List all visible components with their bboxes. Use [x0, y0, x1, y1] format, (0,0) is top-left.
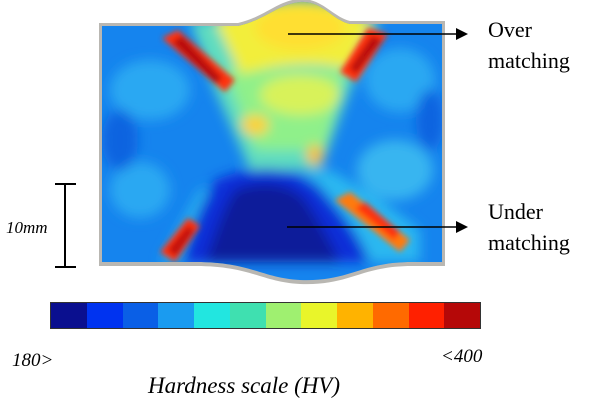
over-label-line1: Over [488, 17, 532, 42]
colorbar-segment [122, 303, 159, 328]
colorbar-segment [51, 303, 87, 328]
colorbar-segment [408, 303, 445, 328]
over-matching-arrow [288, 28, 468, 40]
under-label-line1: Under [488, 199, 543, 224]
under-matching-label: Under matching [488, 196, 570, 258]
colorbar-segment [86, 303, 123, 328]
specimen-cross-section [99, 0, 445, 285]
colorbar-segment [229, 303, 266, 328]
colorbar-title: Hardness scale (HV) [148, 373, 341, 398]
colorbar-segment [301, 303, 337, 328]
over-label-line2: matching [488, 48, 570, 73]
colorbar-segment [158, 303, 194, 328]
colorbar-segment [372, 303, 409, 328]
colorbar-segment [265, 303, 302, 328]
colorbar-segment [194, 303, 230, 328]
colorbar-segment [444, 303, 480, 328]
under-label-line2: matching [488, 230, 570, 255]
under-matching-arrow [287, 221, 468, 233]
colorbar-min-label: 180> [12, 350, 54, 371]
hardness-colorbar [50, 302, 481, 329]
colorbar-max-label: <400 [441, 346, 483, 367]
over-matching-label: Over matching [488, 14, 570, 76]
scale-bar [55, 183, 76, 268]
scale-bar-label: 10mm [6, 218, 48, 237]
colorbar-segment [337, 303, 373, 328]
